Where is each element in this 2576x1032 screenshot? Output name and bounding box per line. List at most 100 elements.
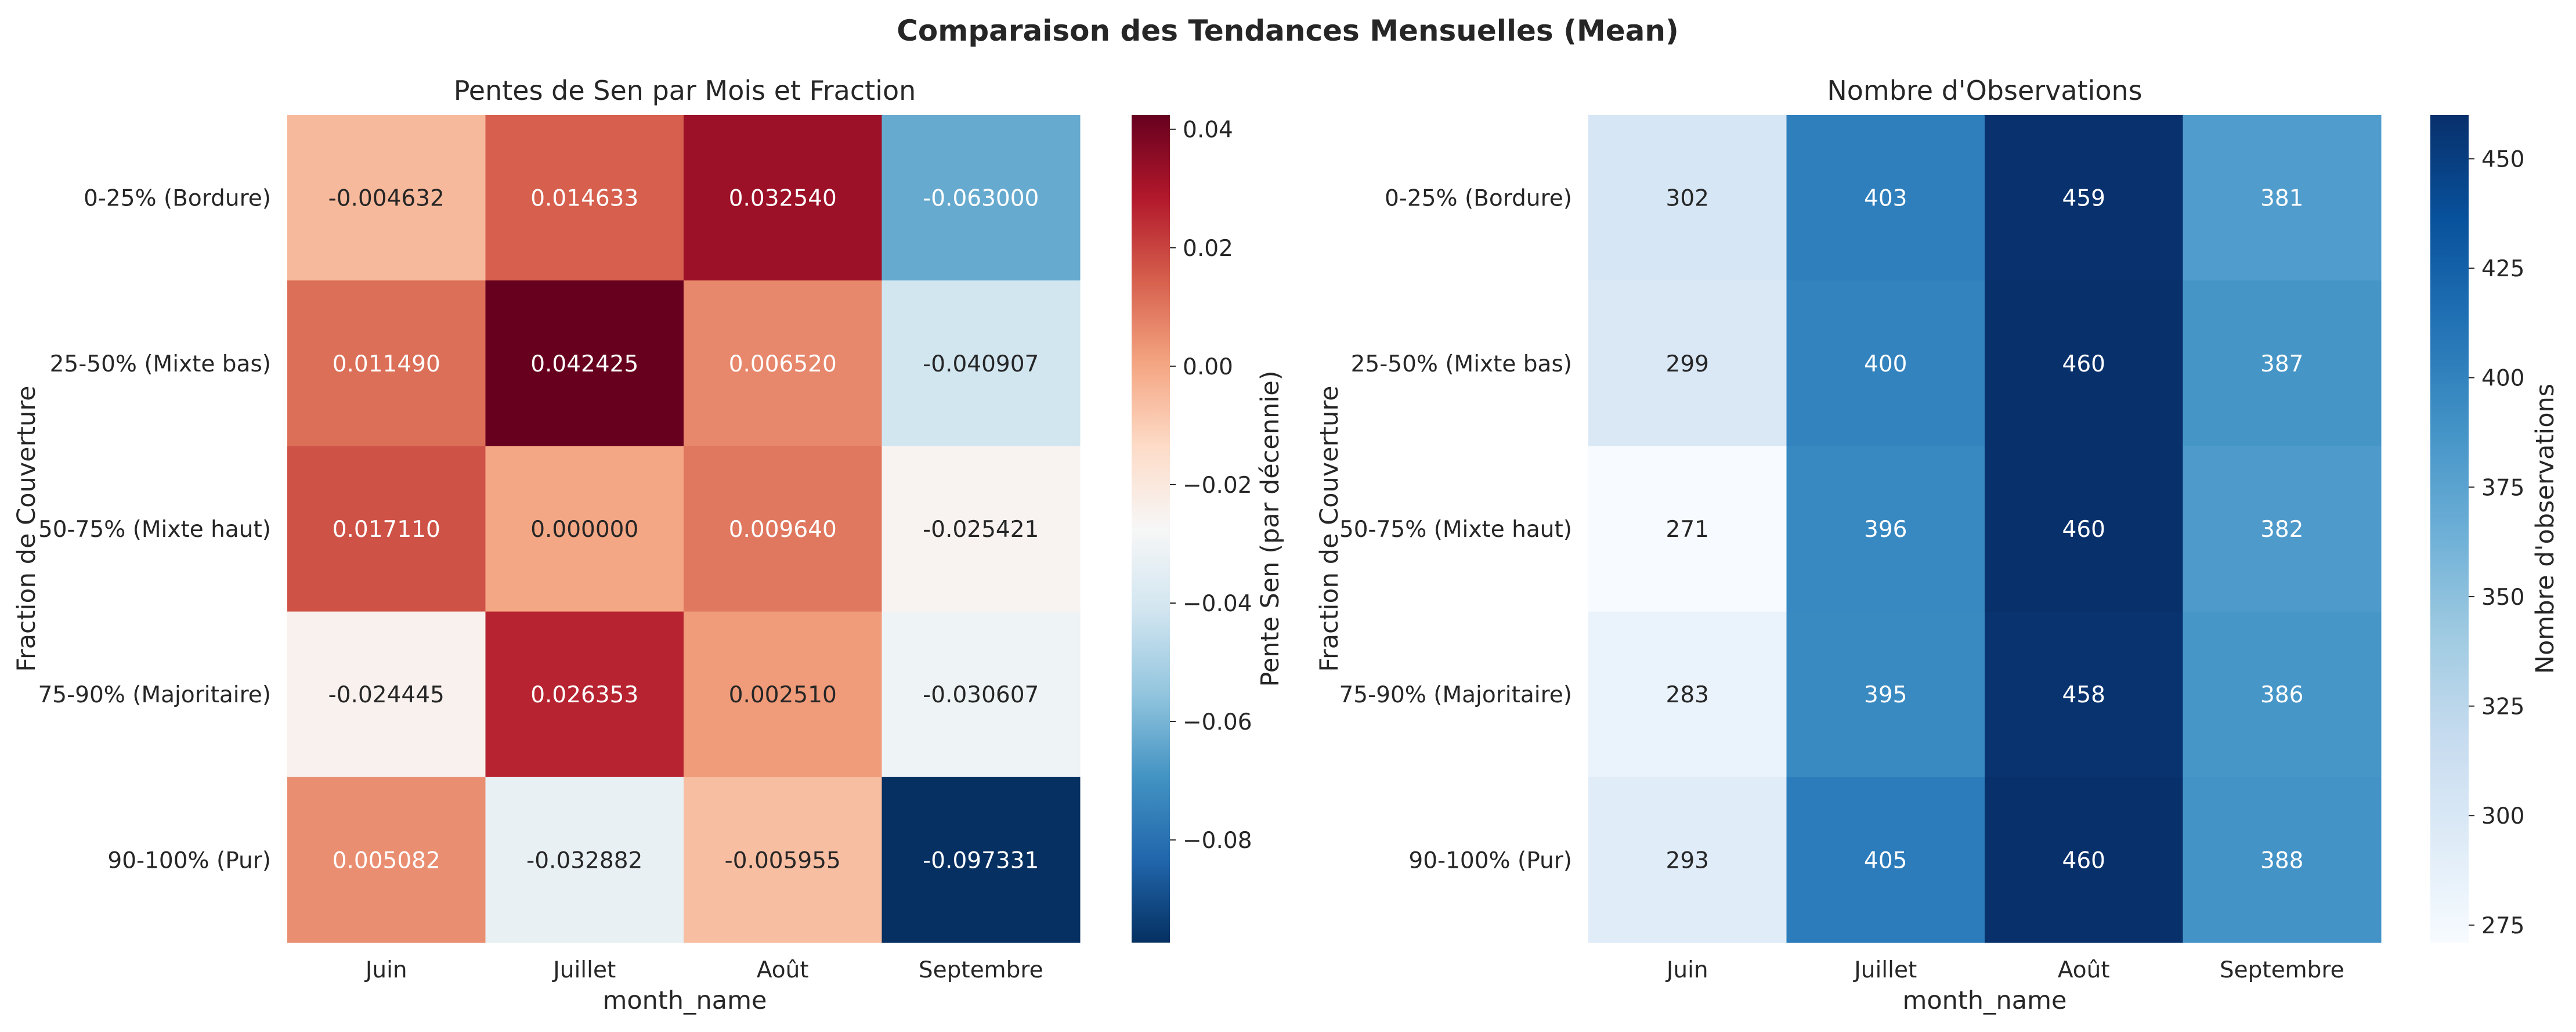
heatmap-cell-sen-slopes-r4-c1 <box>485 777 684 943</box>
cell-value-label: 458 <box>2062 682 2105 708</box>
colorbar-tick-label: 0.04 <box>1183 117 1233 143</box>
colorbar-tick-label: 375 <box>2481 475 2524 501</box>
y-tick-label-0-25-bordure: 0-25% (Bordure) <box>84 186 271 212</box>
cell-value-label: 293 <box>1666 847 1709 874</box>
cell-value-label: 0.017110 <box>333 517 440 543</box>
chart-title-observations: Nombre d'Observations <box>1827 75 2142 106</box>
colorbar-tick-label: 350 <box>2481 584 2524 611</box>
y-tick-label-25-50-mixte-bas: 25-50% (Mixte bas) <box>50 351 271 377</box>
x-tick-label-septembre: Septembre <box>919 957 1043 983</box>
cell-value-label: 0.026353 <box>530 682 638 708</box>
heatmap-cell-observations-r0-c1 <box>1786 115 1985 281</box>
y-tick-labels-observations: 0-25% (Bordure) 25-50% (Mixte bas) 50-75% … <box>1339 186 1572 874</box>
cell-value-label: -0.097331 <box>923 847 1039 874</box>
heatmap-cell-sen-slopes-r1-c2 <box>684 280 882 446</box>
heatmap-cell-observations-r2-c1 <box>1786 446 1985 612</box>
colorbar-gradient-observations <box>2430 115 2469 943</box>
cell-value-label: 271 <box>1666 517 1709 543</box>
colorbar-tick-label: 400 <box>2481 366 2524 392</box>
cell-value-label: -0.005955 <box>725 847 841 874</box>
heatmap-cell-observations-r1-c0 <box>1588 280 1787 446</box>
heatmap-grid-observations: 302 403 459 381 299 400 460 387 271 396 460 382 283 3… <box>1588 115 2382 943</box>
colorbar-label-observations: Nombre d'observations <box>2531 384 2560 674</box>
cell-value-label: 0.011490 <box>333 351 440 377</box>
figure-title: Comparaison des Tendances Mensuelles (Me… <box>897 14 1679 48</box>
heatmap-cell-sen-slopes-r4-c2 <box>684 777 882 943</box>
colorbar-observations: 450 425 400 375 350 325 300 275 Nombre d'observ… <box>2430 115 2560 943</box>
cell-value-label: 388 <box>2260 847 2303 874</box>
cell-value-label: 395 <box>1864 682 1907 708</box>
heatmap-cell-observations-r4-c2 <box>1985 777 2183 943</box>
heatmap-cell-sen-slopes-r4-c0 <box>287 777 486 943</box>
colorbar-tick-label: 325 <box>2481 694 2524 720</box>
colorbar-tick-label: −0.08 <box>1183 828 1252 854</box>
y-tick-labels-sen-slopes: 0-25% (Bordure) 25-50% (Mixte bas) 50-75% … <box>38 186 271 874</box>
cell-value-label: 0.009640 <box>729 517 837 543</box>
cell-value-label: -0.004632 <box>328 186 445 212</box>
x-tick-label-juillet: Juillet <box>551 957 616 983</box>
cell-value-label: -0.025421 <box>923 517 1039 543</box>
heatmap-cell-observations-r3-c1 <box>1786 611 1985 778</box>
heatmap-cell-sen-slopes-r2-c0 <box>287 446 486 612</box>
colorbar-label-sen-slopes: Pente Sen (par décennie) <box>1256 370 1285 687</box>
x-axis-label-sen-slopes: month_name <box>602 986 767 1015</box>
panel-observations: Nombre d'Observations 302 403 459 381 299 400… <box>1315 75 2560 1015</box>
cell-value-label: -0.030607 <box>923 682 1039 708</box>
colorbar-tick-label: 275 <box>2481 913 2524 939</box>
heatmap-cell-sen-slopes-r2-c2 <box>684 446 882 612</box>
cell-value-label: 302 <box>1666 186 1709 212</box>
colorbar-tick-label: 0.00 <box>1183 354 1233 380</box>
heatmap-cell-observations-r4-c3 <box>2183 777 2382 943</box>
x-tick-labels-observations: Juin Juillet Août Septembre <box>1665 957 2344 983</box>
panel-sen-slopes: Pentes de Sen par Mois et Fraction -0.00… <box>12 75 1285 1015</box>
y-tick-label-75-90-majoritaire: 75-90% (Majoritaire) <box>1339 682 1572 708</box>
cell-value-label: 403 <box>1864 186 1907 212</box>
y-tick-label-75-90-majoritaire: 75-90% (Majoritaire) <box>38 682 271 708</box>
heatmap-cell-sen-slopes-r0-c3 <box>881 115 1081 281</box>
y-tick-label-90-100-pur: 90-100% (Pur) <box>1408 847 1572 874</box>
chart-title-sen-slopes: Pentes de Sen par Mois et Fraction <box>454 75 916 106</box>
colorbar-gradient-sen-slopes <box>1132 115 1170 943</box>
cell-value-label: 0.006520 <box>729 351 837 377</box>
cell-value-label: 382 <box>2260 517 2303 543</box>
y-tick-label-50-75-mixte-haut: 50-75% (Mixte haut) <box>1339 517 1572 543</box>
y-axis-label-sen-slopes: Fraction de Couverture <box>12 385 41 672</box>
cell-value-label: 400 <box>1864 351 1907 377</box>
heatmap-cell-sen-slopes-r0-c0 <box>287 115 486 281</box>
heatmap-cell-sen-slopes-r4-c3 <box>881 777 1081 943</box>
heatmap-cell-sen-slopes-r2-c3 <box>881 446 1081 612</box>
heatmap-cell-sen-slopes-r1-c0 <box>287 280 486 446</box>
heatmap-cell-sen-slopes-r3-c2 <box>684 611 882 778</box>
cell-value-label: 0.002510 <box>729 682 837 708</box>
colorbar-tick-label: −0.02 <box>1183 472 1252 499</box>
heatmap-cell-observations-r1-c3 <box>2183 280 2382 446</box>
heatmap-cell-observations-r4-c1 <box>1786 777 1985 943</box>
y-tick-label-50-75-mixte-haut: 50-75% (Mixte haut) <box>38 517 271 543</box>
heatmap-cell-observations-r0-c0 <box>1588 115 1787 281</box>
heatmap-cell-observations-r4-c0 <box>1588 777 1787 943</box>
y-tick-label-25-50-mixte-bas: 25-50% (Mixte bas) <box>1351 351 1572 377</box>
heatmap-cell-observations-r2-c2 <box>1985 446 2183 612</box>
cell-value-label: 381 <box>2260 186 2303 212</box>
x-tick-label-juillet: Juillet <box>1852 957 1917 983</box>
cell-value-label: 0.042425 <box>530 351 638 377</box>
cell-value-label: -0.024445 <box>328 682 445 708</box>
colorbar-tick-label: 0.02 <box>1183 236 1233 262</box>
cell-value-label: -0.032882 <box>526 847 642 874</box>
heatmap-cell-sen-slopes-r0-c2 <box>684 115 882 281</box>
heatmap-cell-observations-r2-c0 <box>1588 446 1787 612</box>
heatmap-cell-observations-r3-c0 <box>1588 611 1787 778</box>
colorbar-ticks-sen-slopes: 0.04 0.02 0.00 −0.02 −0.04 −0.06 −0.08 <box>1170 117 1252 854</box>
cell-value-label: 0.005082 <box>333 847 440 874</box>
cell-value-label: 0.014633 <box>530 186 638 212</box>
heatmap-cell-observations-r2-c3 <box>2183 446 2382 612</box>
cell-value-label: 299 <box>1666 351 1709 377</box>
heatmap-cell-sen-slopes-r0-c1 <box>485 115 684 281</box>
cell-value-label: -0.063000 <box>923 186 1039 212</box>
y-axis-label-observations: Fraction de Couverture <box>1315 385 1344 672</box>
cell-value-label: 460 <box>2062 517 2105 543</box>
heatmap-cell-observations-r3-c2 <box>1985 611 2183 778</box>
heatmap-cell-observations-r0-c2 <box>1985 115 2183 281</box>
y-tick-label-0-25-bordure: 0-25% (Bordure) <box>1385 186 1572 212</box>
